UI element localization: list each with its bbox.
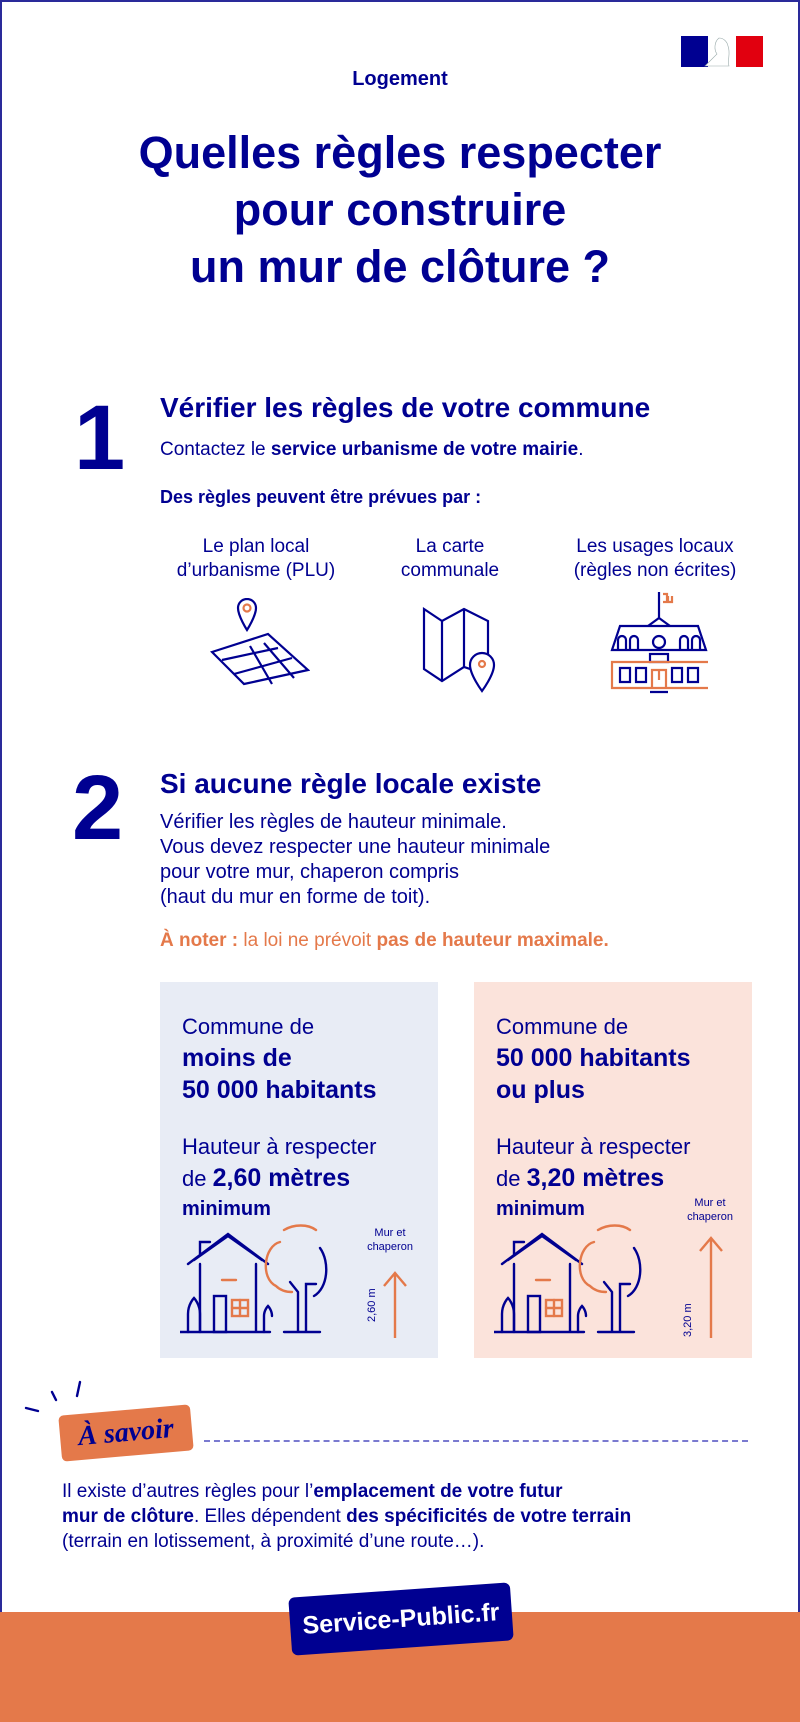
wall-label: Mur et chaperon <box>355 1226 425 1254</box>
text-bold: minimum <box>496 1198 585 1220</box>
text-bold: des spécificités de votre terrain <box>346 1506 632 1527</box>
label: d’urbanisme (PLU) <box>176 560 336 581</box>
label: communale <box>400 560 500 581</box>
house-tree-illustration <box>180 1224 328 1334</box>
text-line: pour votre mur, chaperon compris <box>160 861 460 883</box>
text-bold: 50 000 habitants <box>496 1044 691 1072</box>
step1-heading: Vérifier les règles de votre commune <box>160 392 651 423</box>
text: la loi ne prévoit <box>238 930 377 951</box>
text: de <box>182 1166 213 1191</box>
note: À noter : la loi ne prévoit pas de haute… <box>160 928 609 953</box>
height-label: 2,60 m <box>366 1288 378 1322</box>
text: de <box>496 1166 527 1191</box>
text: Mur et <box>374 1227 406 1239</box>
text: chaperon <box>367 1241 413 1253</box>
text: Hauteur à respecter <box>496 1134 691 1159</box>
step-number: 1 <box>74 387 126 489</box>
map-pin-icon <box>210 598 310 686</box>
text-line: Vous devez respecter une hauteur minimal… <box>160 836 551 858</box>
height-value: 2,60 mètres <box>212 1164 351 1192</box>
height-label: 3,20 m <box>682 1303 694 1337</box>
height-value: 3,20 mètres <box>526 1164 665 1192</box>
folded-map-icon <box>422 606 496 693</box>
step2-body: Vérifier les règles de hauteur minimale.… <box>160 810 550 910</box>
text: Hauteur à respecter <box>182 1134 377 1159</box>
label: Les usages locaux <box>576 536 734 557</box>
house-tree-illustration <box>494 1224 642 1334</box>
page-title: Quelles règles respecter pour construire… <box>0 124 800 295</box>
text: . Elles dépendent <box>193 1506 347 1527</box>
town-hall-icon <box>610 592 708 694</box>
label: (règles non écrites) <box>573 560 737 581</box>
text-bold: service urbanisme de votre mairie <box>270 439 579 460</box>
text: Mur et <box>694 1197 726 1209</box>
note-label: À noter : <box>160 930 239 951</box>
text-bold: moins de <box>182 1044 292 1072</box>
step1-contact: Contactez le service urbanisme de votre … <box>160 437 584 462</box>
text-bold: 50 000 habitants <box>182 1076 377 1104</box>
text-bold: mur de clôture <box>62 1506 194 1527</box>
text: Contactez le <box>160 439 271 460</box>
text: chaperon <box>687 1211 733 1223</box>
rule-source-carte: La carte communale <box>350 535 550 583</box>
step2-heading: Si aucune règle locale existe <box>160 768 542 799</box>
text-bold: pas de hauteur maximale. <box>376 930 609 951</box>
text: Il existe d’autres règles pour l’ <box>62 1481 314 1502</box>
label: Le plan local <box>202 536 310 557</box>
height-arrow-icon <box>383 1271 407 1338</box>
text-bold: ou plus <box>496 1076 585 1104</box>
height-arrow-icon <box>699 1236 723 1338</box>
step-number: 2 <box>72 757 124 859</box>
text-bold: emplacement de votre futur <box>313 1481 563 1502</box>
text-bold: minimum <box>182 1198 271 1220</box>
text-line: Vérifier les règles de hauteur minimale. <box>160 811 507 833</box>
title-line: un mur de clôture ? <box>189 241 611 292</box>
text: Commune de <box>496 1014 629 1039</box>
text: . <box>578 439 584 460</box>
divider <box>204 1440 748 1442</box>
a-savoir-text: Il existe d’autres règles pour l’emplace… <box>62 1479 631 1554</box>
rule-source-usages: Les usages locaux (règles non écrites) <box>555 535 755 583</box>
wall-label: Mur et chaperon <box>675 1196 745 1224</box>
label: La carte <box>415 536 485 557</box>
text-line: (haut du mur en forme de toit). <box>160 886 431 908</box>
text: Commune de <box>182 1014 315 1039</box>
title-line: pour construire <box>233 184 567 235</box>
rules-intro: Des règles peuvent être prévues par : <box>160 487 482 507</box>
republique-francaise-logo <box>681 36 763 67</box>
sparkle-icon <box>24 1380 82 1413</box>
title-line: Quelles règles respecter <box>138 127 662 178</box>
category-label: Logement <box>352 68 448 90</box>
text: (terrain en lotissement, à proximité d’u… <box>62 1531 485 1552</box>
rule-source-plu: Le plan local d’urbanisme (PLU) <box>156 535 356 583</box>
